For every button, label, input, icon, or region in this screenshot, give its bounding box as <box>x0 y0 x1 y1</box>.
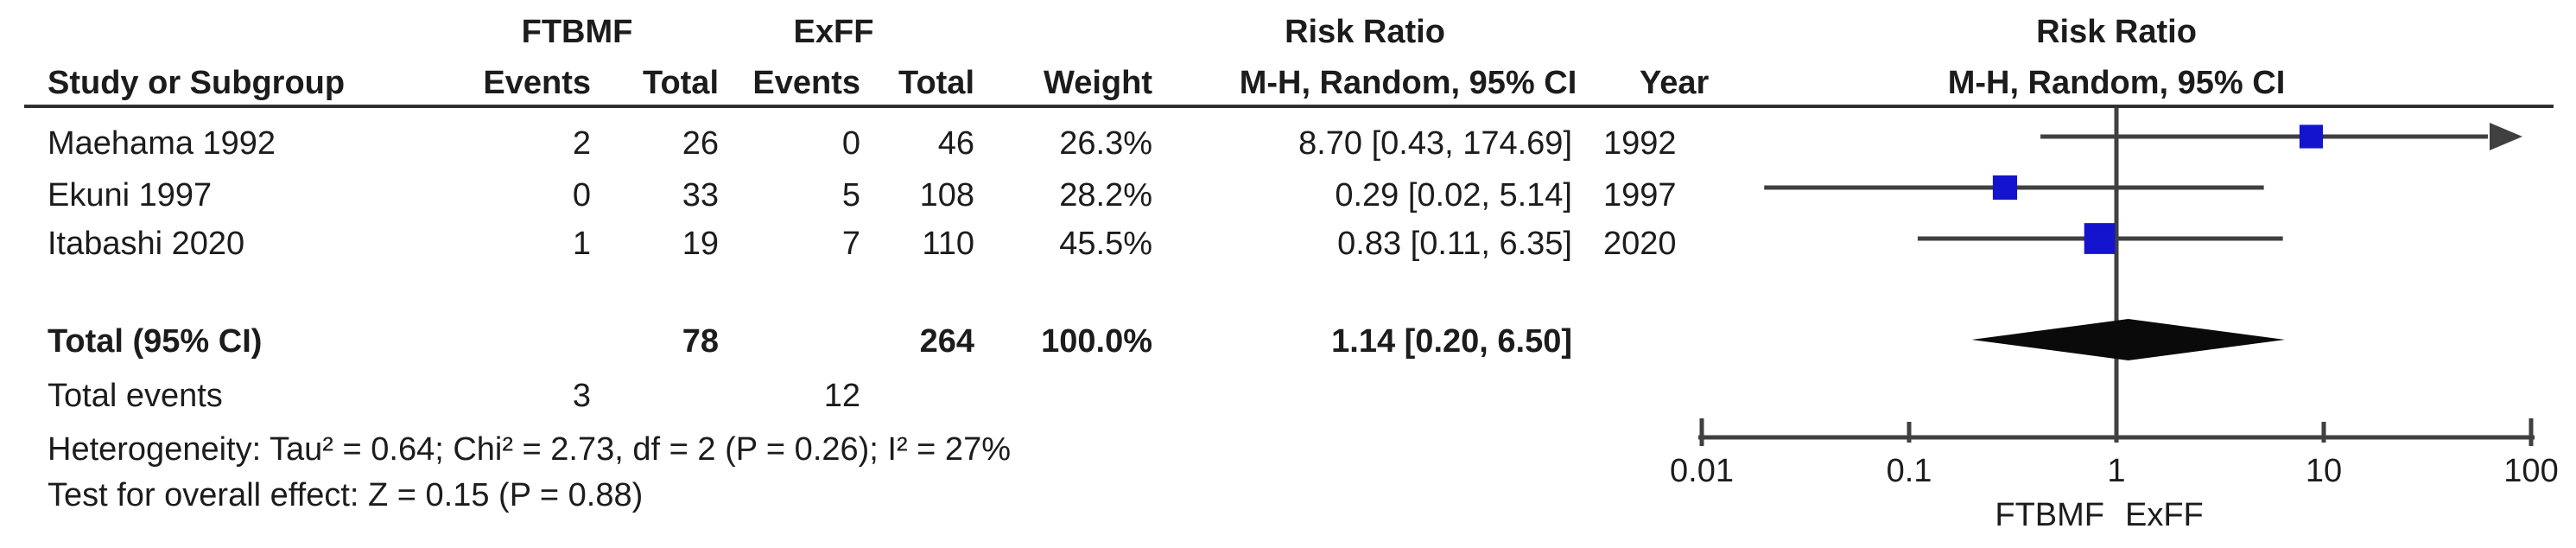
group2-events-value: 5 <box>841 177 860 213</box>
group1-total-events: 3 <box>572 378 591 414</box>
plot-method-header: M-H, Random, 95% CI <box>1947 65 2286 101</box>
effect-square <box>1992 175 2018 201</box>
favours-left-label: FTBMF <box>1995 497 2104 533</box>
plot-title: Risk Ratio <box>2036 14 2197 50</box>
group1-total-value: 33 <box>682 177 719 213</box>
risk-ratio-ci-value: 0.83 [0.11, 6.35] <box>1337 226 1572 262</box>
overall-effect-note: Test for overall effect: Z = 0.15 (P = 0… <box>48 477 644 513</box>
group2-total-value: 108 <box>919 177 974 213</box>
risk-ratio-method-header: M-H, Random, 95% CI <box>1239 65 1577 101</box>
year-value: 1992 <box>1603 125 1677 162</box>
group2-total-sum: 264 <box>919 323 974 360</box>
year-column-header: Year <box>1640 65 1710 101</box>
year-value: 2020 <box>1603 226 1677 262</box>
total-risk-ratio-ci: 1.14 [0.20, 6.50] <box>1331 323 1572 360</box>
group1-events-value: 2 <box>572 125 591 162</box>
risk-ratio-ci-value: 0.29 [0.02, 5.14] <box>1335 177 1572 213</box>
group2-events-value: 0 <box>841 125 860 162</box>
weight-value: 26.3% <box>1059 125 1152 162</box>
effect-square <box>2299 124 2324 149</box>
group2-total-header: Total <box>898 65 974 101</box>
weight-column-header: Weight <box>1044 65 1152 101</box>
risk-ratio-ci-value: 8.70 [0.43, 174.69] <box>1298 125 1572 162</box>
effect-square <box>2084 223 2116 254</box>
risk-ratio-column-title: Risk Ratio <box>1285 14 1445 50</box>
weight-value: 28.2% <box>1059 177 1152 213</box>
group2-total-value: 46 <box>937 125 974 162</box>
group2-events-header: Events <box>752 65 860 101</box>
total-weight: 100.0% <box>1041 323 1152 360</box>
year-value: 1997 <box>1603 177 1677 213</box>
weight-value: 45.5% <box>1059 226 1152 262</box>
group2-total-events: 12 <box>823 378 860 414</box>
group1-header: FTBMF <box>521 14 633 50</box>
group2-header: ExFF <box>793 14 874 50</box>
total-events-label: Total events <box>48 378 223 414</box>
group1-events-header: Events <box>483 65 591 101</box>
study-column-header: Study or Subgroup <box>48 65 346 101</box>
group1-events-value: 0 <box>572 177 591 213</box>
axis-tick-label: 100 <box>2503 453 2559 489</box>
group1-total-header: Total <box>643 65 719 101</box>
group2-total-value: 110 <box>922 226 974 262</box>
total-label: Total (95% CI) <box>48 323 263 360</box>
group2-events-value: 7 <box>841 226 860 262</box>
study-label: Maehama 1992 <box>48 125 276 162</box>
group1-total-sum: 78 <box>682 323 719 360</box>
axis-tick-label: 0.1 <box>1886 453 1932 489</box>
favours-right-label: ExFF <box>2125 497 2204 533</box>
axis-tick-label: 0.01 <box>1670 453 1734 489</box>
axis-tick-label: 10 <box>2305 453 2343 489</box>
group1-total-value: 19 <box>682 226 719 262</box>
study-label: Itabashi 2020 <box>48 226 245 262</box>
group1-total-value: 26 <box>682 125 719 162</box>
study-label: Ekuni 1997 <box>48 177 213 213</box>
header-underline <box>24 105 2554 108</box>
axis-tick-label: 1 <box>2107 453 2126 489</box>
ci-arrowhead <box>2490 123 2522 150</box>
group1-events-value: 1 <box>572 226 591 262</box>
heterogeneity-note: Heterogeneity: Tau² = 0.64; Chi² = 2.73,… <box>48 431 1011 468</box>
pooled-diamond <box>1971 319 2286 360</box>
